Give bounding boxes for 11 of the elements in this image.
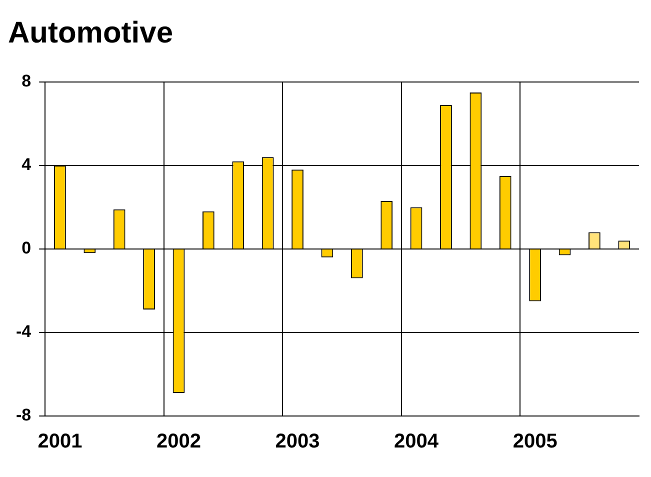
y-tick-label: -4 — [16, 322, 32, 342]
y-tick-label: 4 — [22, 155, 32, 174]
x-tick-label: 2002 — [156, 430, 201, 453]
chart-title: Automotive — [8, 16, 173, 50]
x-tick-label: 2004 — [394, 430, 440, 453]
y-tick-label: 8 — [22, 72, 32, 91]
y-tick-label: -8 — [16, 406, 32, 425]
y-tick-label: 0 — [22, 238, 32, 258]
x-tick-label: 2001 — [38, 430, 82, 453]
x-tick-label: 2005 — [512, 430, 558, 453]
x-tick-label: 2003 — [275, 430, 320, 453]
